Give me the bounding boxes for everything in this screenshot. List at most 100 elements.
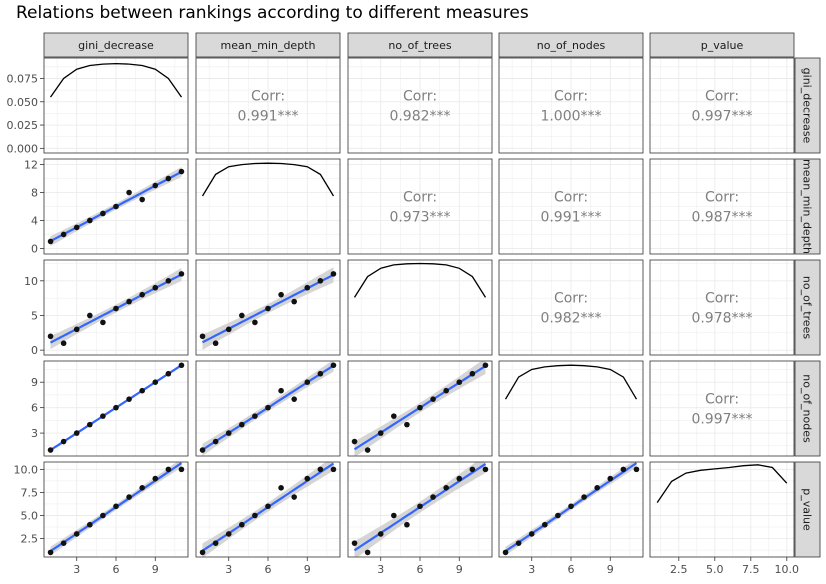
scatter-point	[152, 379, 159, 386]
y-tick-label: 0.000	[7, 142, 39, 155]
scatter-point	[252, 512, 258, 519]
x-tick-label: 3	[528, 563, 535, 576]
x-tick-label: 6	[417, 563, 424, 576]
scatter-point	[304, 475, 311, 482]
panel-border	[195, 158, 341, 255]
y-tick-label: 4	[31, 214, 38, 227]
scatter-point	[391, 512, 397, 519]
panel-mean_min_depth-mean_min_depth	[195, 158, 341, 255]
chart-title: Relations between rankings according to …	[16, 3, 529, 23]
scatter-point	[152, 284, 159, 291]
y-tick-label: 12	[24, 159, 38, 172]
panel-border	[195, 259, 341, 356]
scatter-point	[152, 182, 159, 189]
scatter-point	[165, 175, 172, 182]
scatter-point	[178, 466, 185, 473]
scatter-point	[199, 447, 206, 453]
scatter-point	[482, 362, 489, 369]
column-strip	[195, 32, 341, 58]
density-curve	[201, 162, 335, 197]
scatter-point	[304, 284, 311, 291]
panel-border	[498, 158, 644, 255]
corr-label: Corr:	[403, 190, 437, 206]
panel-mean_min_depth-p_value: Corr: 0.987***	[649, 158, 795, 255]
scatter-point	[568, 503, 574, 510]
corr-value: 1.000***	[540, 109, 601, 125]
panel-gini_decrease-mean_min_depth: Corr: 0.991***	[195, 57, 341, 154]
scatter-point	[469, 466, 476, 473]
scatter-point	[113, 305, 119, 312]
panel-border	[347, 360, 493, 457]
scatter-point	[87, 312, 93, 319]
panel-no_of_trees-mean_min_depth	[195, 259, 341, 356]
panel-no_of_trees-p_value: Corr: 0.978***	[649, 259, 795, 356]
scatter-point	[620, 466, 627, 473]
panel-no_of_nodes-gini_decrease	[43, 360, 189, 457]
scatter-point	[47, 549, 54, 556]
density-curve	[656, 464, 788, 503]
scatter-point	[87, 421, 93, 428]
x-tick-label: 10.0	[775, 563, 800, 576]
panel-mean_min_depth-no_of_trees: Corr: 0.973***	[347, 158, 493, 255]
scatter-point	[73, 531, 80, 537]
panel-border	[649, 158, 795, 255]
corr-value: 0.973***	[389, 210, 450, 226]
scatter-point	[607, 475, 614, 482]
corr-label: Corr:	[554, 291, 588, 307]
scatter-point	[152, 475, 159, 482]
scatter-point	[278, 291, 284, 298]
scatter-point	[291, 298, 297, 305]
scatter-point	[60, 438, 67, 445]
panel-no_of_trees-no_of_trees	[347, 259, 493, 356]
column-strip-label: no_of_trees	[388, 39, 451, 52]
corr-value: 0.987***	[691, 210, 752, 226]
scatter-point	[377, 430, 384, 436]
panel-border	[498, 259, 644, 356]
row-strip	[794, 158, 821, 255]
panel-border	[43, 360, 189, 457]
panel-border	[649, 259, 795, 356]
corr-label: Corr:	[554, 89, 588, 105]
scatter-point	[100, 319, 106, 326]
scatter-point	[633, 466, 640, 473]
scatter-point	[443, 387, 449, 394]
scatter-point	[252, 319, 258, 326]
scatter-point	[351, 540, 358, 546]
scatter-point	[212, 438, 219, 445]
x-tick-label: 9	[456, 563, 463, 576]
scatter-point	[73, 224, 80, 231]
corr-value: 0.978***	[691, 311, 752, 327]
row-strip-label: mean_min_depth	[801, 159, 814, 254]
column-strip-label: p_value	[701, 39, 744, 52]
scatter-point	[278, 387, 284, 394]
scatter-point	[212, 340, 219, 347]
scatter-point	[239, 521, 245, 528]
scatter-point	[456, 379, 463, 386]
panel-background	[650, 462, 794, 557]
scatter-point	[165, 466, 172, 473]
row-strip	[794, 57, 821, 154]
panel-gini_decrease-p_value: Corr: 0.997***	[649, 57, 795, 154]
scatter-point	[126, 189, 132, 196]
y-tick-label: 7.5	[21, 486, 39, 499]
panel-p_value-p_value	[649, 461, 795, 558]
scatter-point	[265, 404, 271, 411]
column-strip	[347, 32, 493, 58]
panel-no_of_nodes-no_of_nodes	[498, 360, 644, 457]
panel-p_value-mean_min_depth	[195, 461, 341, 558]
scatter-point	[126, 298, 132, 305]
scatter-point	[100, 512, 106, 519]
y-tick-label: 0.075	[7, 72, 39, 85]
corr-value: 0.997***	[691, 109, 752, 125]
scatter-point	[178, 362, 185, 369]
y-tick-label: 0.050	[7, 96, 39, 109]
scatter-point	[594, 485, 600, 491]
y-tick-label: 0	[31, 242, 38, 255]
row-strip-label: no_of_nodes	[801, 374, 814, 443]
panel-border	[195, 57, 341, 154]
panel-border	[498, 57, 644, 154]
scatter-point	[265, 305, 271, 312]
scatter-point	[555, 512, 561, 519]
scatter-point	[443, 485, 449, 491]
panel-no_of_nodes-p_value: Corr: 0.997***	[649, 360, 795, 457]
